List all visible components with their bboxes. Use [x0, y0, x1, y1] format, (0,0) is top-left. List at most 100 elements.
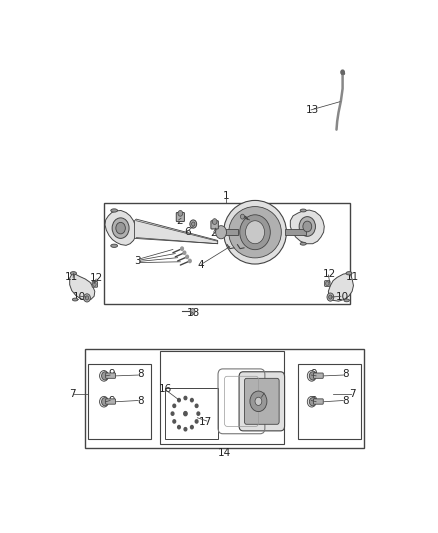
- Circle shape: [93, 282, 96, 286]
- Bar: [165, 388, 218, 440]
- Circle shape: [84, 294, 90, 302]
- Circle shape: [255, 397, 262, 406]
- Circle shape: [246, 221, 265, 244]
- Circle shape: [173, 420, 176, 423]
- Ellipse shape: [72, 298, 78, 301]
- Text: 7: 7: [350, 389, 356, 399]
- Bar: [88, 364, 151, 440]
- Ellipse shape: [111, 209, 117, 212]
- FancyBboxPatch shape: [314, 399, 323, 404]
- Text: 8: 8: [137, 397, 144, 406]
- Text: 8: 8: [137, 369, 144, 379]
- Circle shape: [327, 293, 334, 301]
- Text: 9: 9: [109, 397, 115, 406]
- Text: 10: 10: [73, 292, 86, 302]
- Ellipse shape: [71, 272, 77, 275]
- Circle shape: [325, 281, 329, 286]
- Circle shape: [195, 420, 198, 423]
- Text: 11: 11: [64, 271, 78, 281]
- Text: 9: 9: [109, 369, 115, 379]
- Text: 10: 10: [336, 292, 349, 302]
- Text: 15: 15: [258, 389, 271, 399]
- Text: 18: 18: [187, 308, 201, 318]
- Circle shape: [328, 295, 332, 299]
- Circle shape: [178, 211, 183, 216]
- Circle shape: [99, 370, 108, 381]
- Circle shape: [171, 412, 174, 415]
- Bar: [160, 351, 284, 443]
- Text: 8: 8: [342, 369, 349, 379]
- Polygon shape: [290, 210, 324, 244]
- Text: 8: 8: [342, 397, 349, 406]
- Circle shape: [307, 370, 316, 381]
- FancyBboxPatch shape: [239, 372, 285, 431]
- Text: 13: 13: [305, 105, 319, 115]
- Circle shape: [183, 251, 186, 254]
- Circle shape: [178, 425, 180, 429]
- FancyBboxPatch shape: [325, 281, 330, 286]
- Circle shape: [184, 397, 187, 400]
- Circle shape: [184, 411, 187, 416]
- Circle shape: [191, 425, 193, 429]
- Text: 16: 16: [159, 384, 172, 394]
- Text: 12: 12: [322, 269, 336, 279]
- Circle shape: [212, 219, 217, 224]
- Circle shape: [299, 216, 315, 236]
- FancyBboxPatch shape: [211, 221, 219, 229]
- Text: 5: 5: [249, 215, 256, 225]
- Bar: [104, 204, 350, 304]
- FancyBboxPatch shape: [106, 373, 116, 378]
- Circle shape: [102, 398, 108, 406]
- Bar: [285, 229, 306, 235]
- Ellipse shape: [300, 209, 306, 212]
- Ellipse shape: [344, 299, 350, 302]
- Circle shape: [173, 404, 176, 407]
- Circle shape: [190, 309, 195, 314]
- Text: 7: 7: [69, 389, 76, 399]
- Ellipse shape: [111, 244, 117, 247]
- Circle shape: [341, 70, 344, 74]
- Bar: [85, 349, 364, 448]
- Text: 6: 6: [184, 227, 191, 237]
- Polygon shape: [134, 219, 218, 244]
- Circle shape: [190, 220, 197, 228]
- FancyBboxPatch shape: [92, 281, 98, 287]
- Ellipse shape: [224, 200, 286, 264]
- Circle shape: [188, 260, 191, 263]
- Polygon shape: [70, 273, 95, 301]
- Text: 12: 12: [89, 273, 103, 283]
- Circle shape: [250, 391, 267, 411]
- Text: 14: 14: [218, 448, 231, 458]
- FancyBboxPatch shape: [106, 399, 116, 404]
- Ellipse shape: [229, 207, 281, 258]
- Text: 3: 3: [134, 256, 141, 266]
- Circle shape: [307, 397, 316, 407]
- Circle shape: [191, 222, 195, 226]
- FancyBboxPatch shape: [176, 213, 184, 222]
- Circle shape: [85, 296, 88, 300]
- Circle shape: [181, 247, 184, 251]
- Circle shape: [186, 255, 188, 259]
- Circle shape: [309, 398, 316, 406]
- Ellipse shape: [346, 272, 352, 275]
- Bar: [218, 229, 238, 235]
- Circle shape: [195, 404, 198, 407]
- Text: 1: 1: [223, 191, 230, 201]
- Circle shape: [197, 412, 200, 415]
- Bar: [298, 364, 361, 440]
- Circle shape: [116, 222, 125, 234]
- Circle shape: [240, 214, 244, 219]
- Polygon shape: [105, 211, 136, 245]
- Ellipse shape: [300, 243, 306, 245]
- Circle shape: [178, 399, 180, 402]
- Circle shape: [112, 218, 129, 238]
- Ellipse shape: [240, 215, 270, 249]
- Text: 17: 17: [199, 417, 212, 427]
- Text: 9: 9: [310, 369, 317, 379]
- Circle shape: [191, 399, 193, 402]
- Text: 2: 2: [176, 216, 183, 226]
- Text: 2: 2: [210, 229, 217, 238]
- Circle shape: [102, 372, 108, 380]
- Circle shape: [309, 372, 316, 380]
- Circle shape: [99, 397, 108, 407]
